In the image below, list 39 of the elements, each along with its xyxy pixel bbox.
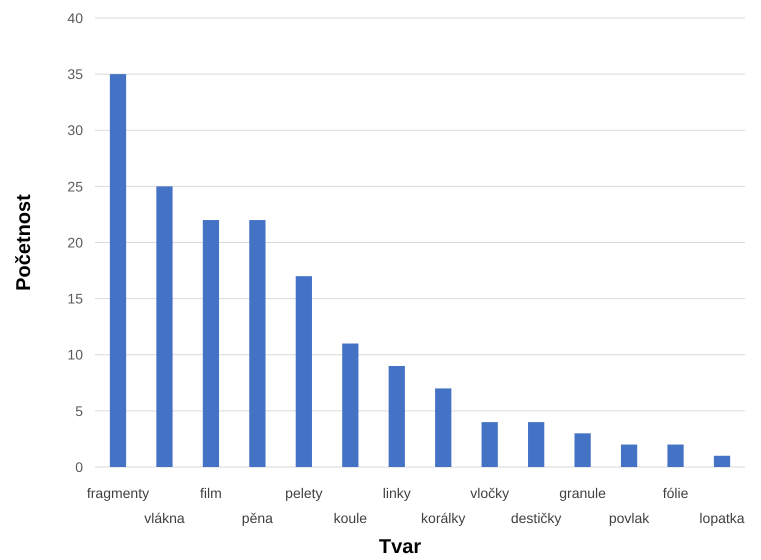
x-tick-label: vločky <box>470 485 510 501</box>
x-tick-label: destičky <box>510 510 562 526</box>
y-axis-title: Početnost <box>13 194 35 291</box>
bar <box>528 422 544 467</box>
y-tick-label: 30 <box>67 122 84 138</box>
bar <box>667 444 684 467</box>
x-tick-label: pelety <box>285 485 323 501</box>
y-tick-label: 15 <box>67 290 84 307</box>
y-tick-label: 25 <box>67 178 84 194</box>
bar <box>110 74 126 467</box>
x-tick-label: granule <box>559 485 606 501</box>
x-tick-label: linky <box>382 485 411 501</box>
x-tick-label: pěna <box>242 510 274 526</box>
x-tick-label: fólie <box>662 485 689 501</box>
bar <box>574 433 591 467</box>
bar <box>342 344 358 467</box>
y-tick-label: 40 <box>67 10 84 26</box>
y-tick-label: 20 <box>67 234 84 250</box>
x-tick-label: koule <box>334 510 368 526</box>
y-tick-label: 35 <box>67 66 84 82</box>
bar <box>435 388 452 467</box>
bar <box>156 186 173 467</box>
bar <box>249 220 266 467</box>
y-tick-label: 10 <box>67 346 84 363</box>
bar <box>202 220 220 467</box>
x-tick-label: lopatka <box>699 510 745 526</box>
x-axis-title: Tvar <box>378 536 422 558</box>
y-tick-label: 5 <box>75 402 84 419</box>
bar <box>296 276 312 467</box>
bar <box>620 444 638 467</box>
bar <box>388 366 405 467</box>
bar <box>714 456 730 467</box>
x-tick-label: fragmenty <box>86 485 150 501</box>
x-tick-label: povlak <box>608 510 650 526</box>
y-tick-label: 0 <box>75 458 84 475</box>
x-tick-label: vlákna <box>144 510 185 526</box>
bar <box>482 422 498 467</box>
x-tick-label: korálky <box>421 510 466 526</box>
x-tick-label: film <box>200 485 222 501</box>
